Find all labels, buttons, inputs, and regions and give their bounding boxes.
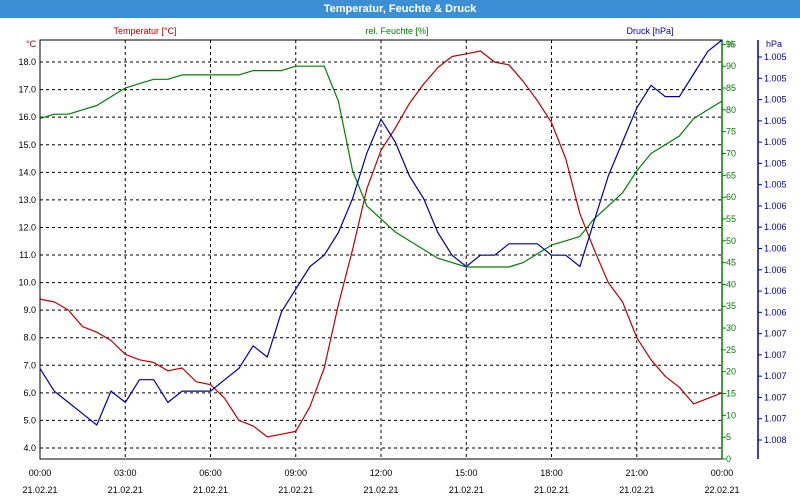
- humidity-tick-label: 35: [726, 301, 736, 311]
- humidity-tick-label: 70: [726, 148, 736, 158]
- temperature-tick-label: 13.0: [18, 195, 36, 205]
- humidity-line: [39, 65, 723, 268]
- temperature-tick-label: 8.0: [23, 333, 36, 343]
- humidity-tick-label: 75: [726, 127, 736, 137]
- x-axis-ticks: 00:00 21.02.21 03:00 21.02.21 06:00 21.02.21 0…: [22, 468, 739, 495]
- temperature-tick-label: 15.0: [18, 140, 36, 150]
- temperature-tick-label: 7.0: [23, 360, 36, 370]
- temperature-tick-label: 4.0: [23, 443, 36, 453]
- pressure-axis-ticks: 1.005 1.005 1.005 1.005 1.005 1.005 1.005 1.006…: [758, 39, 787, 445]
- humidity-tick-label: 0: [726, 454, 731, 464]
- grid: [40, 40, 722, 459]
- humidity-tick-label: 50: [726, 236, 736, 246]
- x-tick-time: 21:00: [625, 468, 648, 478]
- left-axis-ticks: 4.0 5.0 6.0 7.0 8.0 9.0 10.0 11.0 12.0 13.0 14.0 15…: [18, 39, 36, 453]
- pressure-tick-label: 1.006: [764, 244, 787, 254]
- pressure-tick-label: 1.005: [764, 52, 787, 62]
- temperature-line: [39, 50, 723, 438]
- pressure-tick-label: 1.005: [764, 73, 787, 83]
- temperature-tick-label: 18.0: [18, 57, 36, 67]
- pressure-tick-label: 1.005: [764, 116, 787, 126]
- humidity-tick-label: 25: [726, 345, 736, 355]
- x-tick-date: 21.02.21: [193, 485, 228, 495]
- humidity-tick-label: 90: [726, 61, 736, 71]
- x-tick-date: 21.02.21: [278, 485, 313, 495]
- x-tick-time: 00:00: [29, 468, 52, 478]
- humidity-unit-label: %: [726, 39, 734, 49]
- humidity-tick-label: 30: [726, 323, 736, 333]
- pressure-tick-label: 1.006: [764, 265, 787, 275]
- humidity-tick-label: 40: [726, 279, 736, 289]
- pressure-tick-label: 1.007: [764, 414, 787, 424]
- pressure-tick-label: 1.005: [764, 137, 787, 147]
- temperature-tick-label: 9.0: [23, 305, 36, 315]
- temperature-legend: Temperatur [°C]: [113, 26, 176, 36]
- x-tick-time: 18:00: [540, 468, 563, 478]
- humidity-tick-label: 80: [726, 105, 736, 115]
- x-tick-time: 12:00: [370, 468, 393, 478]
- pressure-tick-label: 1.006: [764, 286, 787, 296]
- temperature-tick-label: 14.0: [18, 167, 36, 177]
- temperature-tick-label: 6.0: [23, 388, 36, 398]
- pressure-legend: Druck [hPa]: [626, 26, 673, 36]
- x-tick-date: 21.02.21: [363, 485, 398, 495]
- humidity-tick-label: 20: [726, 367, 736, 377]
- pressure-tick-label: 1.006: [764, 222, 787, 232]
- humidity-legend: rel. Feuchte [%]: [365, 26, 428, 36]
- humidity-tick-label: 95: [726, 39, 736, 49]
- pressure-tick-label: 1.005: [764, 180, 787, 190]
- pressure-line: [39, 39, 723, 426]
- chart-title-bar: Temperatur, Feuchte & Druck: [0, 0, 800, 18]
- humidity-tick-label: 65: [726, 170, 736, 180]
- pressure-tick-label: 1.006: [764, 307, 787, 317]
- axes: [39, 39, 759, 460]
- pressure-tick-label: 1.005: [764, 95, 787, 105]
- legend: Temperatur [°C] rel. Feuchte [%] Druck [hP…: [113, 26, 673, 36]
- pressure-tick-label: 1.005: [764, 158, 787, 168]
- humidity-axis-ticks: 0 5 10 15 20 25 30 35 40 45 50 55 60 65 70 75 80 85 90 95%: [722, 39, 736, 464]
- pressure-unit-label: hPa: [766, 39, 782, 49]
- x-tick-time: 15:00: [455, 468, 478, 478]
- pressure-tick-label: 1.006: [764, 201, 787, 211]
- humidity-tick-label: 55: [726, 214, 736, 224]
- series-lines: [39, 39, 723, 438]
- pressure-tick-label: 1.007: [764, 350, 787, 360]
- temperature-tick-label: 10.0: [18, 278, 36, 288]
- humidity-tick-label: 85: [726, 83, 736, 93]
- humidity-tick-label: 45: [726, 258, 736, 268]
- humidity-tick-label: 10: [726, 410, 736, 420]
- humidity-tick-label: 15: [726, 389, 736, 399]
- chart-title: Temperatur, Feuchte & Druck: [323, 3, 477, 15]
- x-tick-date: 22.02.21: [704, 485, 739, 495]
- temperature-tick-label: 5.0: [23, 415, 36, 425]
- humidity-tick-label: 5: [726, 432, 731, 442]
- x-tick-date: 21.02.21: [108, 485, 143, 495]
- temperature-unit-label: °C: [26, 39, 37, 49]
- x-tick-time: 03:00: [114, 468, 137, 478]
- x-tick-date: 21.02.21: [619, 485, 654, 495]
- x-tick-time: 09:00: [284, 468, 307, 478]
- temperature-tick-label: 12.0: [18, 222, 36, 232]
- temperature-tick-label: 17.0: [18, 85, 36, 95]
- humidity-tick-label: 60: [726, 192, 736, 202]
- x-tick-date: 21.02.21: [22, 485, 57, 495]
- x-tick-time: 00:00: [711, 468, 734, 478]
- x-tick-date: 21.02.21: [534, 485, 569, 495]
- temperature-tick-label: 11.0: [19, 250, 36, 260]
- pressure-tick-label: 1.007: [764, 371, 787, 381]
- x-tick-date: 21.02.21: [449, 485, 484, 495]
- pressure-tick-label: 1.007: [764, 392, 787, 402]
- pressure-tick-label: 1.007: [764, 329, 787, 339]
- pressure-tick-label: 1.008: [764, 435, 787, 445]
- x-tick-time: 06:00: [199, 468, 222, 478]
- temperature-tick-label: 16.0: [18, 112, 36, 122]
